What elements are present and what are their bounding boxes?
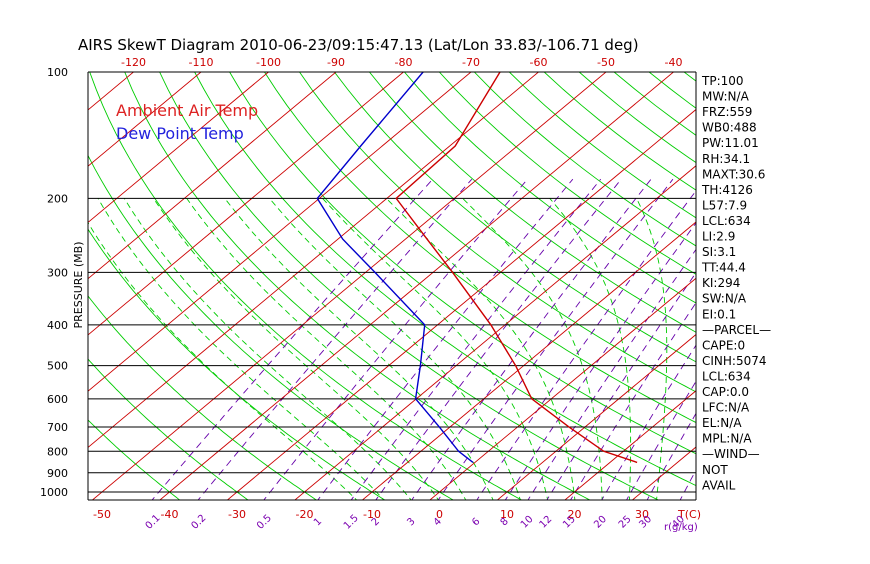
moist-adiabat <box>323 198 549 502</box>
moist-adiabat <box>270 198 522 502</box>
chart-title: AIRS SkewT Diagram 2010-06-23/09:15:47.1… <box>78 36 639 54</box>
stats-item: EI:0.1 <box>702 307 736 321</box>
moist-adiabat <box>74 198 359 502</box>
stats-item: CAPE:0 <box>702 338 745 352</box>
stats-item: MPL:N/A <box>702 432 752 446</box>
pressure-tick-label: 800 <box>47 445 68 458</box>
stats-item: MAXT:30.6 <box>702 167 765 181</box>
stats-item: SI:3.1 <box>702 245 736 259</box>
top-temp-tick-label: -80 <box>395 56 413 69</box>
bottom-temp-tick-label: -40 <box>161 508 179 521</box>
moist-adiabat <box>637 198 667 502</box>
stats-item: TT:44.4 <box>701 261 746 275</box>
pressure-tick-label: 1000 <box>40 486 68 499</box>
mixing-ratio-label: 12 <box>538 514 555 531</box>
mixing-ratio-line <box>349 179 600 502</box>
top-temp-tick-label: -120 <box>121 56 146 69</box>
pressure-tick-label: 200 <box>47 192 68 205</box>
top-temp-tick-label: -90 <box>327 56 345 69</box>
pressure-tick-label: 500 <box>47 360 68 373</box>
mixing-ratio-label: 1 <box>312 516 324 528</box>
moist-adiabat <box>124 198 413 502</box>
stats-item: RH:34.1 <box>702 152 750 166</box>
pressure-tick-label: 300 <box>47 266 68 279</box>
mixing-ratio-label: 0.5 <box>255 513 274 532</box>
top-temp-tick-label: -100 <box>256 56 281 69</box>
mixing-ratio-label: 0.2 <box>189 513 208 532</box>
stats-item: TP:100 <box>701 74 744 88</box>
stats-item: SW:N/A <box>702 292 747 306</box>
moist-adiabat <box>463 198 603 502</box>
stats-item: LFC:N/A <box>702 401 750 415</box>
stats-item: CINH:5074 <box>702 354 767 368</box>
stats-item: LI:2.9 <box>702 230 735 244</box>
bottom-temp-tick-label: -20 <box>296 508 314 521</box>
stats-item: L57:7.9 <box>702 198 747 212</box>
legend-dew-point-temp: Dew Point Temp <box>116 124 244 143</box>
stats-item: LCL:634 <box>702 369 751 383</box>
stats-item: CAP:0.0 <box>702 385 749 399</box>
bottom-temp-tick-label: -50 <box>93 508 111 521</box>
stats-item: —PARCEL— <box>702 323 771 337</box>
stats-item: NOT <box>702 463 728 477</box>
top-temp-tick-label: -110 <box>189 56 214 69</box>
stats-item: AVAIL <box>702 478 736 492</box>
stats-item: MW:N/A <box>702 90 750 104</box>
legend-ambient-air-temp: Ambient Air Temp <box>116 101 258 120</box>
mixing-ratio-line <box>196 179 472 502</box>
mixing-ratio-label: 3 <box>405 516 417 528</box>
moist-adiabat <box>550 198 631 502</box>
bottom-temp-tick-label: -30 <box>228 508 246 521</box>
stats-item: FRZ:559 <box>702 105 752 119</box>
stats-item: EL:N/A <box>702 416 742 430</box>
pressure-tick-label: 100 <box>47 66 68 79</box>
stats-item: KI:294 <box>702 276 740 290</box>
mixing-ratio-line <box>262 179 528 502</box>
mixing-ratio-label: 10 <box>519 514 536 531</box>
mixing-ratio-line <box>475 179 705 502</box>
stats-item: —WIND— <box>702 447 760 461</box>
isotherm-line <box>764 0 870 503</box>
stats-item: LCL:634 <box>702 214 751 228</box>
mixing-ratio-line <box>504 179 729 502</box>
mixing-ratio-label: 1.5 <box>342 513 361 532</box>
isotherm-line <box>0 0 43 503</box>
pressure-tick-label: 700 <box>47 421 68 434</box>
pressure-tick-label: 400 <box>47 319 68 332</box>
pressure-tick-label: 900 <box>47 467 68 480</box>
stats-item: TH:4126 <box>701 183 753 197</box>
pressure-tick-label: 600 <box>47 393 68 406</box>
mixing-ratio-label: 25 <box>617 514 634 531</box>
stats-item: PW:11.01 <box>702 136 759 150</box>
stats-item: WB0:488 <box>702 121 757 135</box>
mixing-ratio-label: 20 <box>592 514 609 531</box>
mixing-ratio-label: 6 <box>470 516 482 528</box>
mixing-ratio-line <box>150 179 433 502</box>
y-axis-label: PRESSURE (MB) <box>72 242 85 329</box>
top-temp-tick-label: -60 <box>530 56 548 69</box>
top-temp-tick-label: -50 <box>597 56 615 69</box>
top-temp-tick-label: -40 <box>665 56 683 69</box>
mixing-ratio-line <box>374 179 621 502</box>
top-temp-tick-label: -70 <box>462 56 480 69</box>
